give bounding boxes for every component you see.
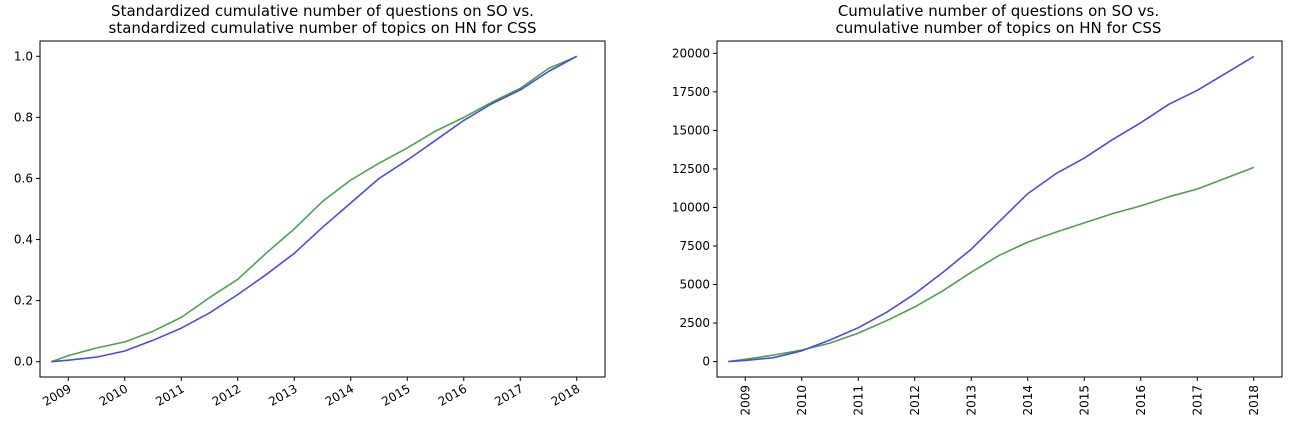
x-tick-label: 2012 bbox=[210, 381, 243, 408]
right-y-axis: 0 2500 5000 7500 10000 12500 15000 17500 20000 bbox=[672, 46, 717, 369]
right-chart-title-line2: cumulative number of topics on HN for CS… bbox=[836, 19, 1162, 37]
x-tick-label: 2009 bbox=[738, 385, 752, 416]
y-tick-label: 2500 bbox=[679, 316, 710, 330]
x-tick-label: 2015 bbox=[1077, 385, 1091, 416]
right-chart-title-line1: Cumulative number of questions on SO vs. bbox=[838, 2, 1159, 20]
y-tick-label: 10000 bbox=[672, 200, 710, 214]
x-tick-label: 2017 bbox=[1190, 385, 1204, 416]
x-tick-label: 2010 bbox=[97, 381, 130, 408]
left-plot-area bbox=[39, 40, 606, 378]
y-tick-label: 0.0 bbox=[14, 355, 33, 369]
y-tick-label: 0.6 bbox=[14, 171, 33, 185]
right-x-axis: 2009 2010 2011 2012 2013 2014 2015 2016 2017 2018 bbox=[738, 377, 1261, 416]
y-tick-label: 15000 bbox=[672, 123, 710, 137]
y-tick-label: 0.2 bbox=[14, 294, 33, 308]
x-tick-label: 2014 bbox=[1021, 385, 1035, 416]
y-tick-label: 12500 bbox=[672, 162, 710, 176]
right-plot-area bbox=[716, 40, 1283, 378]
left-series-lines bbox=[51, 55, 578, 363]
x-tick-label: 2016 bbox=[1134, 385, 1148, 416]
y-tick-label: 17500 bbox=[672, 85, 710, 99]
x-tick-label: 2017 bbox=[492, 381, 525, 408]
left-chart-title-line1: Standardized cumulative number of questi… bbox=[111, 2, 534, 20]
x-tick-label: 2015 bbox=[379, 381, 412, 408]
x-tick-label: 2011 bbox=[851, 385, 865, 416]
y-tick-label: 20000 bbox=[672, 46, 710, 60]
x-tick-label: 2018 bbox=[1247, 385, 1261, 416]
x-tick-label: 2018 bbox=[549, 381, 582, 408]
y-tick-label: 0.4 bbox=[14, 233, 33, 247]
y-tick-label: 7500 bbox=[679, 239, 710, 253]
x-tick-label: 2009 bbox=[40, 381, 73, 408]
left-y-axis: 0.0 0.2 0.4 0.6 0.8 1.0 bbox=[14, 49, 40, 369]
y-tick-label: 0.8 bbox=[14, 110, 33, 124]
left-x-axis: 2009 2010 2011 2012 2013 2014 2015 2016 2017 2018 bbox=[40, 377, 582, 409]
left-chart-title-line2: standardized cumulative number of topics… bbox=[109, 19, 537, 37]
series-line-so bbox=[51, 55, 578, 363]
x-tick-label: 2013 bbox=[266, 381, 299, 408]
series-line-so bbox=[728, 55, 1255, 363]
series-line-hn bbox=[51, 55, 578, 363]
x-tick-label: 2013 bbox=[964, 385, 978, 416]
y-tick-label: 5000 bbox=[679, 278, 710, 292]
series-line-hn bbox=[728, 166, 1255, 363]
y-tick-label: 0 bbox=[702, 355, 710, 369]
x-tick-label: 2012 bbox=[908, 385, 922, 416]
x-tick-label: 2014 bbox=[323, 381, 356, 408]
x-tick-label: 2011 bbox=[153, 381, 186, 408]
y-tick-label: 1.0 bbox=[14, 49, 33, 63]
right-series-lines bbox=[728, 55, 1255, 363]
left-chart: Standardized cumulative number of questi… bbox=[14, 2, 606, 409]
right-chart: Cumulative number of questions on SO vs.… bbox=[672, 2, 1283, 416]
x-tick-label: 2016 bbox=[436, 381, 469, 408]
x-tick-label: 2010 bbox=[795, 385, 809, 416]
